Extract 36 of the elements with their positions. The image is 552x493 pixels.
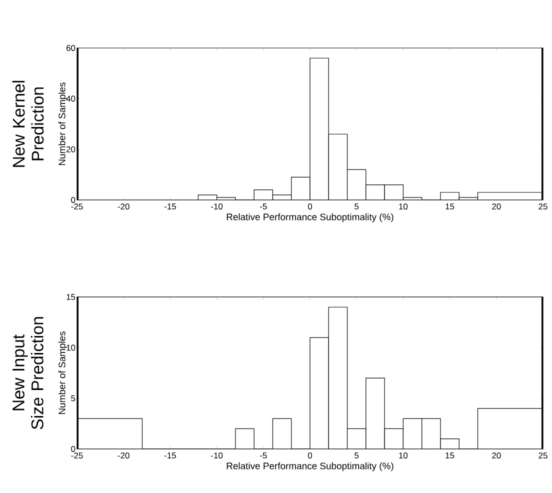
- text: New Kernel Prediction: [12, 80, 44, 167]
- y-tick-label: 0: [71, 446, 76, 452]
- x-tick-label: -15: [164, 452, 176, 458]
- x-tick-label: -20: [118, 452, 130, 458]
- x-tick-label: -25: [71, 452, 83, 458]
- x-tick-label: 10: [399, 204, 408, 210]
- y-tick-label: 20: [66, 146, 76, 152]
- x-axis-title: Relative Performance Suboptimality (%): [226, 462, 394, 472]
- x-tick-label: 25: [538, 452, 548, 458]
- y-tick-label: 15: [66, 294, 76, 300]
- x-tick-label: -5: [260, 452, 267, 458]
- x-tick-label: -15: [164, 204, 176, 210]
- y-tick-label: 60: [66, 45, 76, 51]
- x-tick-label: -25: [71, 204, 83, 210]
- y-axis-title: Number of Samples: [58, 82, 68, 166]
- y-tick-label: 0: [71, 196, 76, 203]
- y-tick-label: 10: [66, 344, 76, 351]
- x-tick-label: -10: [211, 452, 223, 458]
- x-tick-label: 20: [492, 452, 501, 458]
- x-tick-label: 0: [308, 204, 312, 210]
- x-tick-label: 25: [538, 204, 548, 210]
- x-tick-label: 5: [354, 204, 359, 210]
- y-tick-label: 40: [66, 96, 76, 102]
- x-tick-label: 0: [308, 452, 312, 458]
- text: New Input Size Prediction: [12, 317, 44, 430]
- x-axis-title: Relative Performance Suboptimality (%): [226, 213, 394, 222]
- x-tick-label: 10: [399, 452, 408, 458]
- x-tick-label: 5: [354, 452, 359, 458]
- x-tick-label: -5: [260, 204, 267, 210]
- x-tick-label: 15: [446, 452, 454, 458]
- x-tick-label: 15: [446, 204, 454, 210]
- y-axis-title: Number of Samples: [58, 332, 68, 414]
- y-tick-label: 5: [71, 395, 76, 402]
- x-tick-label: -20: [118, 204, 130, 210]
- x-tick-label: -10: [211, 204, 223, 210]
- x-tick-label: 20: [492, 204, 501, 210]
